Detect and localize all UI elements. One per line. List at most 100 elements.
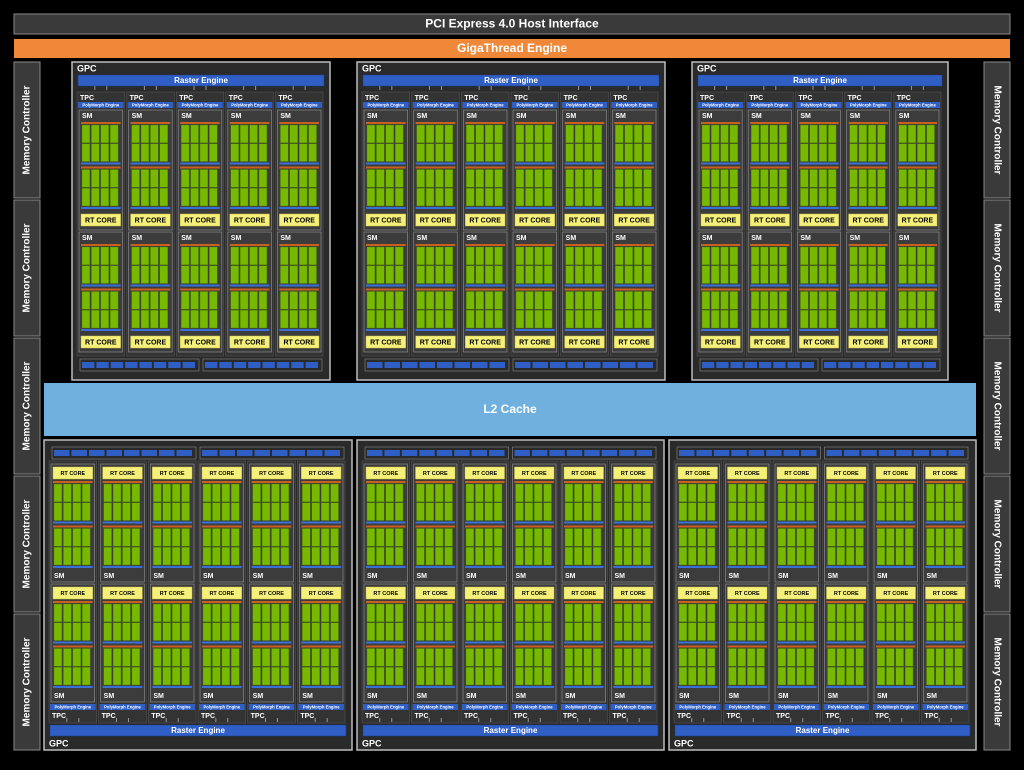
rop-unit [471,450,488,456]
rt-core-label: RT CORE [420,339,452,346]
sm-cache-strip [251,601,292,603]
memory-controller [13,337,41,475]
cuda-cores [898,124,907,143]
cuda-cores [376,667,385,686]
rop-unit [367,362,383,368]
rt-core [251,586,292,600]
cuda-cores [394,622,404,641]
sm-register-strip [279,207,319,209]
rt-core [564,213,605,227]
polymorph-label: PolyMorph Engine [132,102,169,107]
sm-label: SM [82,113,93,120]
cuda-cores [100,124,109,143]
cuda-cores [150,169,159,188]
cuda-cores [876,648,886,667]
cuda-cores [103,667,112,686]
cuda-cores [159,310,168,329]
sm-cache-strip [102,481,143,483]
cuda-cores [475,528,484,547]
cuda-cores [868,265,877,284]
cuda-cores [917,124,926,143]
polymorph-engine [462,102,508,108]
rt-core [749,213,790,227]
cuda-cores [855,667,864,686]
sm-cache-strip [564,244,605,246]
cuda-cores [855,547,864,566]
cuda-cores [159,143,168,162]
cuda-cores [199,188,209,207]
rt-core [727,466,768,480]
cuda-cores [212,483,221,502]
cuda-cores [565,124,574,143]
polymorph-label: PolyMorph Engine [467,102,504,107]
gpc-label: GPC [674,738,694,748]
cuda-cores [592,547,602,566]
cuda-cores [543,528,552,547]
cuda-cores [593,124,603,143]
cuda-cores [230,246,239,265]
cuda-cores [261,502,271,521]
cuda-cores [53,528,63,547]
cuda-cores [82,483,91,502]
sm-label: SM [565,693,576,700]
cuda-cores [827,603,836,622]
cuda-cores [330,667,339,686]
cuda-cores [239,143,249,162]
sm-register-strip [415,686,455,688]
rt-core [415,335,456,349]
sm-register-strip [514,686,554,688]
cuda-cores [212,603,221,622]
rt-core-label: RT CORE [571,471,596,477]
sm-label: SM [751,113,762,120]
sm-register-strip [465,686,505,688]
cuda-cores [416,648,425,667]
cuda-cores [907,124,917,143]
cuda-cores [688,622,697,641]
rop-unit [730,362,743,368]
sm-cache-strip [152,481,192,483]
cuda-cores [809,143,818,162]
rt-core [152,466,193,480]
sm-register-strip [53,521,93,524]
cuda-cores [112,528,122,547]
cuda-cores [760,188,769,207]
rop-unit [584,450,600,456]
sm-register-strip [465,329,505,331]
cuda-cores [484,124,494,143]
polymorph-engine [127,102,174,108]
cuda-cores [904,648,914,667]
cuda-cores [239,169,249,188]
cuda-cores [720,265,729,284]
tpc-label: TPC [464,95,478,102]
cuda-cores [633,648,642,667]
memory-controller-label: Memory Controller [22,637,33,726]
cuda-cores [643,169,652,188]
cuda-cores [280,502,290,521]
cuda-cores [395,143,404,162]
cuda-cores [858,265,867,284]
rop-unit [861,450,877,456]
rt-core [130,335,171,349]
cuda-cores [706,528,716,547]
cuda-cores [858,310,867,329]
l2-cache [44,383,976,436]
cuda-cores [209,291,218,310]
cuda-cores [534,143,543,162]
cuda-cores [592,622,602,641]
cuda-cores [877,169,886,188]
cuda-cores [82,667,91,686]
cuda-cores [159,169,168,188]
cuda-cores [475,246,484,265]
tpc-label: TPC [897,95,911,102]
rt-core-label: RT CORE [110,591,135,597]
cuda-cores [886,667,895,686]
cuda-cores [395,169,404,188]
cuda-cores [475,622,484,641]
cuda-cores [836,622,845,641]
cuda-cores [855,528,864,547]
sm-register-strip [53,686,93,688]
cuda-cores [202,622,212,641]
sm-label: SM [132,113,143,120]
sm-label: SM [104,573,115,580]
cuda-cores [140,188,150,207]
